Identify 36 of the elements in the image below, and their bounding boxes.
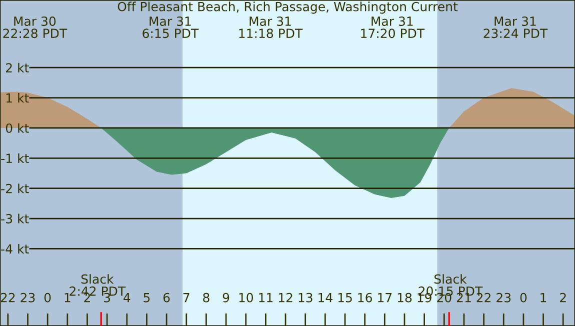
x-tick-label: 0 (520, 292, 527, 302)
x-tick-label: 1 (540, 293, 546, 302)
annotation: Mar 31 17:20 PDT (361, 16, 425, 38)
annotation: Mar 31 11:18 PDT (239, 16, 303, 38)
y-tick-label: -2 kt (1, 184, 29, 194)
x-tick-label: 8 (203, 292, 210, 302)
y-tick-label: 1 kt (6, 93, 29, 103)
x-tick-label: 15 (338, 293, 352, 302)
x-tick-label: 2 (560, 292, 566, 302)
x-tick-label: 12 (278, 292, 292, 302)
y-tick-label: -4 kt (1, 244, 29, 254)
y-tick-label: 2 kt (6, 62, 29, 72)
x-tick-label: 22 (0, 292, 15, 302)
x-tick-label: 5 (144, 293, 150, 302)
x-tick-label: 7 (183, 293, 190, 302)
chart-title: Off Pleasant Beach, Rich Passage, Washington Current (118, 2, 458, 14)
x-tick-label: 10 (239, 292, 253, 302)
x-tick-label: 16 (358, 292, 372, 302)
x-tick-label: 6 (163, 292, 170, 302)
x-tick-label: 13 (298, 292, 312, 302)
x-tick-label: 23 (20, 292, 35, 302)
x-tick-label: 1 (64, 293, 70, 302)
x-tick-label: 17 (378, 293, 392, 302)
x-tick-label: 23 (496, 292, 511, 302)
annotation: Mar 30 22:28 PDT (3, 16, 68, 38)
y-tick-label: 0 kt (6, 123, 29, 133)
x-tick-label: 0 (44, 292, 51, 302)
annotation: Mar 31 23:24 PDT (484, 16, 548, 38)
y-tick-label: -3 kt (1, 214, 29, 224)
y-tick-label: -1 kt (1, 153, 29, 163)
annotation: Mar 31 6:15 PDT (142, 16, 199, 38)
x-tick-label: 14 (318, 293, 332, 302)
x-tick-label: 4 (124, 293, 130, 302)
x-tick-label: 18 (398, 292, 412, 302)
x-tick-label: 9 (222, 292, 230, 302)
x-tick-label: 11 (259, 293, 272, 302)
